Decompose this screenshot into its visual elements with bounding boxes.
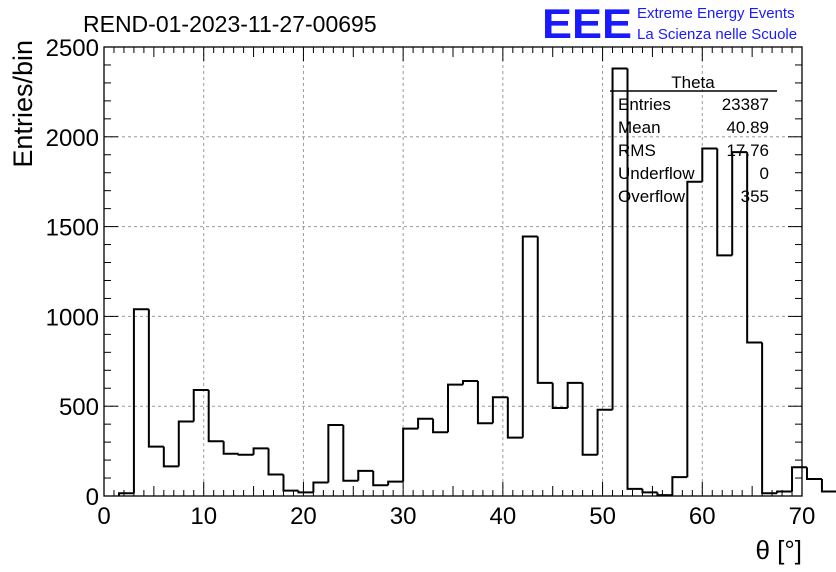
histogram-bin	[461, 380, 478, 385]
y-axis-label: Entries/bin	[8, 40, 38, 168]
histogram-bin	[476, 381, 493, 425]
histogram-bin	[132, 308, 149, 494]
histogram-bin	[162, 446, 179, 468]
logo-line-1: Extreme Energy Events	[637, 5, 795, 22]
stats-value-rms: 17.76	[726, 141, 769, 160]
histogram-bin	[252, 447, 269, 455]
y-tick-label: 2000	[46, 125, 99, 152]
histogram-bin	[701, 147, 718, 182]
stats-value-underflow: 0	[760, 164, 769, 183]
histogram-bin	[686, 180, 703, 478]
histogram-bin	[506, 397, 523, 439]
stats-label-rms: RMS	[618, 141, 656, 160]
run-title: REND-01-2023-11-27-00695	[83, 11, 377, 37]
histogram-bin	[402, 427, 419, 482]
histogram-bin	[671, 476, 688, 496]
logo-line-2: La Scienza nelle Scuole	[637, 26, 797, 43]
histogram-bin	[596, 408, 613, 455]
y-tick-label: 1500	[46, 215, 99, 242]
y-tick-label: 0	[86, 484, 99, 511]
histogram-bin	[805, 467, 822, 480]
stats-box-title: Theta	[671, 73, 715, 92]
histogram-bin	[820, 478, 836, 493]
histogram-bin	[147, 309, 164, 448]
histogram-bin	[342, 425, 359, 482]
x-tick-label: 70	[789, 503, 816, 530]
x-tick-label: 20	[290, 503, 317, 530]
histogram-bin	[372, 470, 389, 487]
histogram-bin	[192, 389, 209, 422]
stats-box: Theta Entries 23387 Mean 40.89 RMS 17.76…	[610, 73, 777, 206]
histogram-bin	[117, 492, 134, 496]
histogram-bin	[491, 396, 508, 424]
histogram-bin	[432, 418, 449, 434]
histogram-bin	[387, 480, 404, 486]
histogram-bin	[417, 417, 434, 429]
x-tick-label: 30	[390, 503, 417, 530]
histogram-bin	[327, 424, 344, 483]
eee-logo: EEE	[542, 0, 632, 47]
stats-value-entries: 23387	[722, 95, 769, 114]
histogram-bin	[656, 492, 673, 497]
histogram-bin	[312, 481, 329, 493]
x-tick-label: 50	[589, 503, 616, 530]
stats-value-overflow: 355	[741, 187, 769, 206]
y-tick-label: 500	[59, 394, 99, 421]
histogram-bin	[776, 490, 793, 494]
y-tick-label: 1000	[46, 304, 99, 331]
histogram-bin	[611, 67, 628, 410]
stats-label-mean: Mean	[618, 118, 661, 137]
histogram-bin	[357, 469, 374, 481]
histogram-bin	[282, 474, 299, 492]
tick-labels-layer: 0 10 20 30 40 50 60 70 0 500 1000 1500 2000 2500	[46, 35, 816, 530]
histogram-bin	[791, 466, 807, 492]
histogram-bin	[761, 342, 778, 495]
histogram-bin	[746, 152, 763, 344]
stats-label-underflow: Underflow	[618, 164, 695, 183]
x-tick-label: 10	[190, 503, 217, 530]
histogram-bin	[447, 383, 463, 433]
histogram-bin	[297, 490, 314, 494]
grid-layer	[104, 47, 802, 496]
histogram-bin	[641, 488, 658, 494]
histogram-bin	[566, 381, 583, 408]
x-axis-label: θ [°]	[755, 535, 802, 565]
histogram-bin	[536, 236, 553, 384]
bars-layer	[117, 67, 836, 497]
histogram-bin	[731, 151, 748, 256]
y-tick-label: 2500	[46, 35, 99, 62]
histogram-bin	[716, 148, 733, 257]
histogram-bin	[207, 390, 224, 443]
plot-frame	[103, 46, 803, 497]
histogram-bin	[177, 420, 194, 467]
x-tick-label: 40	[490, 503, 517, 530]
stats-value-mean: 40.89	[726, 118, 769, 137]
stats-label-entries: Entries	[618, 95, 671, 114]
histogram-bin	[626, 68, 643, 490]
stats-label-overflow: Overflow	[618, 187, 686, 206]
histogram-bin	[222, 441, 239, 455]
histogram-bin	[551, 382, 568, 409]
histogram-bin	[521, 235, 538, 438]
x-tick-label: 60	[689, 503, 716, 530]
histogram-bin	[237, 453, 254, 456]
histogram-bin	[581, 382, 598, 456]
x-tick-label: 0	[97, 503, 110, 530]
histogram-bin	[267, 448, 284, 476]
